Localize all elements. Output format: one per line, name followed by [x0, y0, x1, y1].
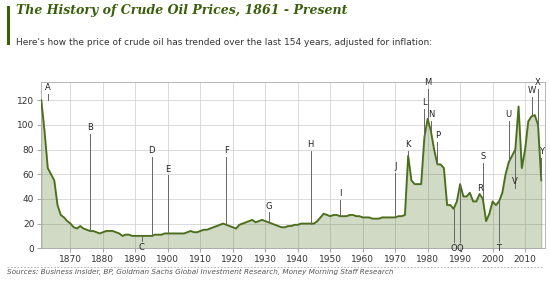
- Text: R: R: [477, 184, 482, 193]
- Text: P: P: [435, 131, 440, 140]
- Text: O: O: [450, 244, 457, 253]
- Text: Q: Q: [456, 244, 464, 253]
- Text: B: B: [87, 123, 93, 132]
- Text: M: M: [424, 78, 431, 87]
- Text: K: K: [405, 140, 411, 149]
- Text: D: D: [148, 146, 155, 155]
- Text: E: E: [165, 165, 170, 174]
- Text: Sources: Business Insider, BP, Goldman Sachs Global Investment Research, Money M: Sources: Business Insider, BP, Goldman S…: [7, 269, 393, 275]
- Text: Y: Y: [539, 147, 544, 156]
- Text: H: H: [307, 140, 314, 149]
- Text: N: N: [428, 110, 434, 119]
- Text: J: J: [394, 162, 397, 171]
- Text: C: C: [139, 243, 145, 252]
- Text: T: T: [497, 244, 502, 253]
- Text: A: A: [45, 83, 51, 92]
- Text: W: W: [527, 86, 536, 95]
- Text: Here's how the price of crude oil has trended over the last 154 years, adjusted : Here's how the price of crude oil has tr…: [16, 38, 433, 47]
- Text: L: L: [422, 98, 427, 107]
- Text: S: S: [480, 152, 486, 161]
- Text: I: I: [339, 189, 341, 198]
- Text: F: F: [224, 146, 229, 155]
- Text: U: U: [505, 110, 512, 119]
- Text: The History of Crude Oil Prices, 1861 - Present: The History of Crude Oil Prices, 1861 - …: [16, 4, 348, 18]
- Text: V: V: [513, 177, 518, 186]
- Text: G: G: [265, 201, 272, 211]
- Text: X: X: [535, 78, 541, 87]
